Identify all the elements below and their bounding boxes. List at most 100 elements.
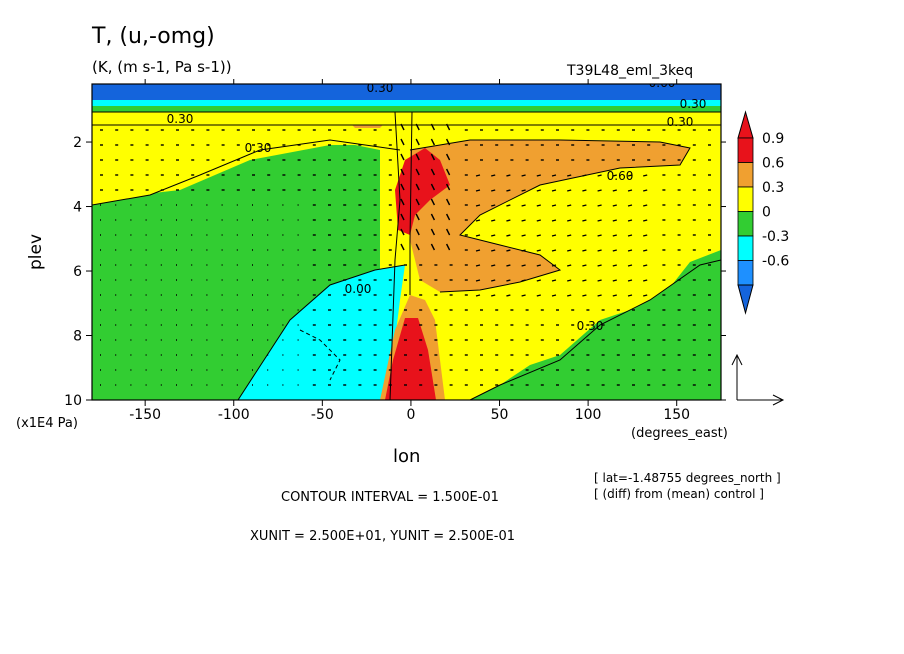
- wind-vector: [506, 234, 511, 237]
- wind-vector: [597, 219, 602, 222]
- wind-vector: [612, 294, 617, 297]
- wind-vector: [536, 249, 541, 252]
- wind-vector: [506, 249, 511, 252]
- wind-vector: [643, 204, 648, 207]
- latitude-info: [ lat=-1.48755 degrees_north ]: [594, 471, 781, 485]
- wind-vector: [521, 204, 526, 207]
- wind-vector: [536, 264, 541, 267]
- wind-vector: [445, 168, 451, 176]
- contour-line: [409, 139, 691, 293]
- wind-vector: [445, 198, 451, 206]
- wind-vector: [627, 189, 633, 192]
- wind-vector: [475, 204, 481, 207]
- wind-vector: [582, 204, 587, 207]
- wind-vector: [521, 264, 526, 267]
- wind-vector: [430, 168, 436, 176]
- wind-vector: [430, 198, 436, 206]
- wind-vector: [445, 243, 451, 251]
- wind-vector: [506, 219, 511, 222]
- y-tick-label: 10: [64, 393, 82, 409]
- wind-vector: [612, 189, 617, 192]
- y-tick-label: 2: [73, 135, 82, 151]
- colorbar-segment: [737, 137, 754, 163]
- wind-vector: [506, 174, 511, 177]
- wind-vector: [400, 213, 405, 221]
- wind-vector: [627, 249, 633, 252]
- reference-arrow-right: [737, 394, 785, 406]
- wind-vector: [567, 204, 572, 207]
- wind-vector: [551, 279, 557, 282]
- wind-vector: [582, 219, 587, 222]
- top-band-yellow: [92, 112, 721, 125]
- region-yellow-east: [92, 125, 721, 400]
- wind-vector: [521, 249, 526, 252]
- colorbar-label: -0.3: [762, 229, 789, 245]
- wind-vector: [475, 219, 481, 222]
- contour-line: [409, 111, 413, 295]
- wind-vector: [627, 219, 633, 222]
- x-tick-label: -100: [218, 407, 250, 423]
- contour-label: 0.30: [577, 319, 604, 333]
- wind-vector: [445, 123, 451, 131]
- contour-labels: 0.30 0.30 0.30 0.60 0.30 0.00 0.60 0.30 0.30: [167, 84, 707, 333]
- wind-vector: [521, 279, 526, 282]
- wind-vector: [643, 264, 648, 267]
- top-band-blue: [92, 84, 721, 100]
- x-tick-label: 100: [575, 407, 602, 423]
- wind-vector: [582, 234, 587, 237]
- wind-vector: [400, 243, 405, 251]
- contour-line: [92, 139, 401, 206]
- wind-vector: [612, 219, 617, 222]
- contour-line: [389, 111, 401, 400]
- wind-vector: [536, 294, 541, 297]
- wind-vector: [491, 264, 496, 267]
- wind-vector: [536, 279, 541, 282]
- contour-label: 0.30: [667, 115, 694, 129]
- wind-vector: [612, 204, 617, 207]
- wind-vector: [400, 228, 405, 236]
- wind-vector: [506, 189, 511, 192]
- wind-vector: [521, 189, 526, 192]
- wind-vector: [643, 219, 648, 222]
- contour-interval: CONTOUR INTERVAL = 1.500E-01: [281, 490, 499, 505]
- y-tick-label: 6: [73, 264, 82, 280]
- contour-label: 0.30: [680, 97, 707, 111]
- wind-vector: [506, 279, 511, 282]
- x-tick-label: 50: [491, 407, 509, 423]
- wind-vector: [551, 234, 557, 237]
- wind-vector: [445, 228, 451, 236]
- reference-arrow-up: [731, 353, 743, 400]
- wind-vector: [430, 153, 436, 161]
- colorbar-segment: [737, 186, 754, 212]
- wind-vector: [551, 249, 557, 252]
- wind-vector: [643, 189, 648, 192]
- colorbar: 0.9 0.6 0.3 0 -0.3 -0.6: [737, 110, 789, 315]
- wind-vector: [521, 234, 526, 237]
- wind-vector: [415, 243, 420, 251]
- colorbar-segment: [737, 162, 754, 188]
- wind-vector: [536, 234, 541, 237]
- wind-vector: [597, 279, 602, 282]
- wind-vector: [551, 174, 557, 177]
- wind-vector: [491, 249, 496, 252]
- wind-vector: [491, 219, 496, 222]
- wind-vector: [627, 204, 633, 207]
- wind-vector: [582, 174, 587, 177]
- wind-vector: [567, 189, 572, 192]
- plot-area: 0.30 0.30 0.30 0.60 0.30 0.00 0.60 0.30 0.30: [92, 84, 721, 400]
- wind-vector: [521, 294, 526, 297]
- wind-vector: [582, 279, 587, 282]
- wind-vector: [506, 204, 511, 207]
- contour-label: 0.60: [607, 169, 634, 183]
- wind-vector: [582, 249, 587, 252]
- wind-vector: [612, 264, 617, 267]
- region-cyan: [238, 265, 405, 400]
- wind-vector: [582, 264, 587, 267]
- chart-subtitle: (K, (m s-1, Pa s-1)): [92, 58, 232, 76]
- x-tick-label: -50: [311, 407, 334, 423]
- wind-vector: [627, 279, 633, 282]
- wind-vector: [475, 249, 481, 252]
- wind-vector: [445, 153, 451, 161]
- wind-vector: [521, 219, 526, 222]
- wind-vector: [612, 174, 617, 177]
